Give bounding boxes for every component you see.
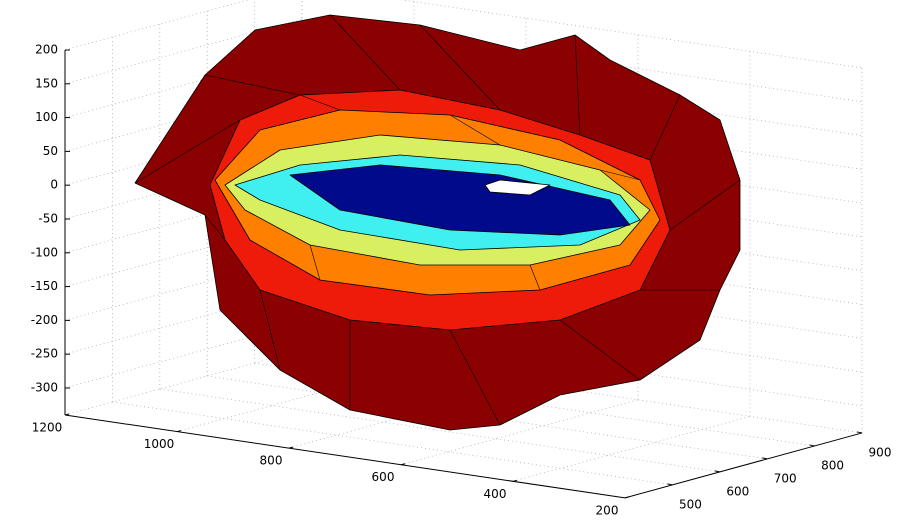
mesh-edge <box>529 264 541 291</box>
x-tick-label: 400 <box>484 487 507 501</box>
y-tick-label: 500 <box>679 497 702 511</box>
z-tick-label: -300 <box>31 380 58 394</box>
surface-blue <box>289 164 631 236</box>
x-tick <box>64 413 70 416</box>
mesh-edge <box>449 329 501 426</box>
z-tick-label: -150 <box>31 279 58 293</box>
surface <box>134 14 741 431</box>
grid-line <box>512 415 751 482</box>
x-tick-label: 1000 <box>144 437 175 451</box>
mesh-edge <box>134 119 241 184</box>
x-tick <box>512 479 518 482</box>
mesh-edge <box>449 114 501 146</box>
y-tick-label: 800 <box>821 458 844 472</box>
x-tick-label: 600 <box>372 470 395 484</box>
mesh-edge <box>204 74 301 96</box>
z-tick-label: -100 <box>31 245 58 259</box>
mesh-edge <box>309 244 321 281</box>
y-tick <box>714 470 720 473</box>
grid-line <box>400 399 639 466</box>
y-tick <box>762 457 768 460</box>
y-tick-label: 600 <box>726 484 749 498</box>
z-tick-label: 150 <box>35 76 58 90</box>
y-tick <box>856 431 863 434</box>
y-tick-label: 900 <box>869 445 892 459</box>
grid-line <box>64 0 249 51</box>
x-tick <box>176 430 182 433</box>
mesh-edge <box>559 319 641 381</box>
mesh-edge <box>649 94 681 161</box>
mesh-edge <box>329 14 401 91</box>
z-tick-label: -200 <box>31 313 58 327</box>
mesh-edge <box>419 24 501 111</box>
y-tick-label: 700 <box>774 471 797 485</box>
z-tick-label: 100 <box>35 110 58 124</box>
mesh-edge <box>599 169 641 181</box>
z-tick-label: 200 <box>35 43 58 57</box>
y-axis <box>624 432 863 499</box>
mesh-edge <box>574 34 581 136</box>
x-tick-label: 1200 <box>32 421 63 435</box>
z-tick-label: 50 <box>43 144 58 158</box>
grid-line <box>64 349 303 416</box>
x-tick <box>400 463 406 466</box>
y-tick <box>667 483 673 486</box>
x-tick <box>288 446 294 449</box>
mesh-edge <box>669 179 741 231</box>
mesh-edge <box>299 94 341 111</box>
surface-hole <box>484 179 551 196</box>
y-tick <box>809 444 815 447</box>
x-tick-label: 800 <box>260 454 283 468</box>
x-tick-label: 200 <box>596 503 619 517</box>
x-axis <box>64 414 626 499</box>
z-tick-label: -50 <box>38 211 58 225</box>
z-tick-label: 0 <box>50 178 58 192</box>
x-tick <box>624 496 630 499</box>
surface-mesh <box>134 14 741 426</box>
mesh-edge <box>259 289 281 371</box>
mesh-edge <box>204 214 226 241</box>
z-tick-label: -250 <box>31 347 58 361</box>
